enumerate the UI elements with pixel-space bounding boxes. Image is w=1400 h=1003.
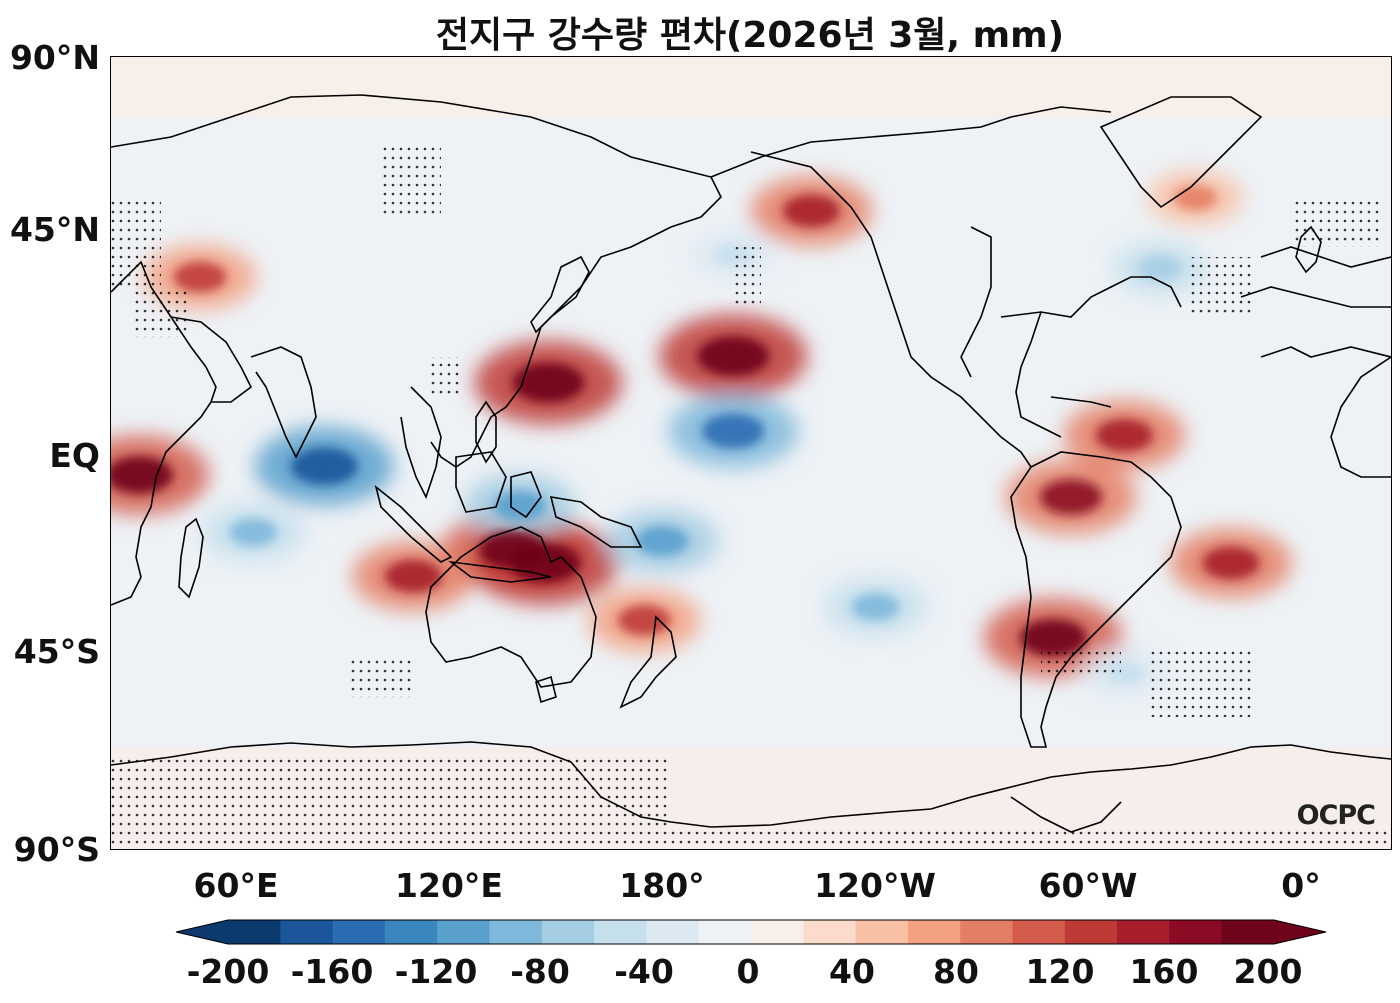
colorbar-segment-10 [751, 920, 804, 944]
lon-label-120e: 120°E [395, 866, 503, 905]
significance-stippling [111, 147, 1391, 849]
colorbar-segment-9 [698, 920, 752, 944]
colorbar-segment-16 [1064, 920, 1118, 944]
colorbar-extend-low [176, 920, 228, 944]
colorbar-segment-12 [855, 920, 909, 944]
colorbar [175, 919, 1327, 945]
anomaly-core-17 [493, 490, 547, 521]
stipple-patch-7 [1151, 647, 1251, 717]
anomaly-core-15 [290, 447, 358, 486]
colorbar-segment-6 [541, 920, 595, 944]
stipple-patch-10 [431, 357, 461, 397]
anomaly-core-13 [617, 605, 671, 636]
coastlines [111, 94, 1391, 833]
stipple-patch-4 [1191, 257, 1251, 317]
cb-label-2: -120 [394, 952, 478, 991]
cb-label-10: 200 [1233, 952, 1303, 991]
anomaly-core-4 [384, 559, 443, 593]
map-title: 전지구 강수량 편차(2026년 3월, mm) [435, 15, 1065, 56]
anomaly-core-3 [508, 543, 581, 583]
colorbar-segment-1 [280, 920, 334, 944]
cb-label-4: -40 [614, 952, 674, 991]
anomaly-core-5 [111, 456, 174, 494]
colorbar-segment-5 [489, 920, 543, 944]
colorbar-segment-4 [437, 920, 490, 944]
colorbar-segment-14 [960, 920, 1013, 944]
anomaly-core-7 [1039, 479, 1103, 515]
colorbar-segment-7 [594, 920, 647, 944]
lon-label-180: 180° [619, 866, 705, 905]
anomaly-core-0 [512, 362, 585, 403]
lat-label-90n: 90°N [9, 38, 100, 77]
anomaly-core-9 [1202, 546, 1260, 580]
colorbar-segment-0 [228, 920, 281, 944]
cb-label-5: 0 [736, 952, 760, 991]
lon-label-0: 0° [1281, 866, 1321, 905]
anomaly-core-11 [782, 194, 841, 228]
ocpc-logo: OCPC [1296, 800, 1376, 831]
stipple-patch-8 [111, 757, 671, 849]
anomaly-core-16 [229, 518, 278, 547]
stipple-patch-5 [1291, 197, 1381, 247]
anomaly-core-18 [635, 525, 689, 557]
lat-label-90s: 90°S [13, 830, 100, 869]
colorbar-segment-2 [332, 920, 386, 944]
cb-label-1: -160 [290, 952, 374, 991]
lat-label-eq: EQ [49, 436, 100, 475]
lon-label-60w: 60°W [1038, 866, 1138, 905]
colorbar-segment-11 [803, 920, 857, 944]
lat-label-45s: 45°S [13, 632, 100, 671]
stipple-patch-2 [131, 287, 191, 337]
stipple-patch-3 [731, 247, 761, 307]
lon-label-60e: 60°E [193, 866, 279, 905]
colorbar-segment-17 [1117, 920, 1170, 944]
stipple-patch-9 [671, 827, 1391, 849]
stipple-patch-11 [351, 657, 411, 697]
lon-label-120w: 120°W [814, 866, 936, 905]
cb-label-0: -200 [186, 952, 270, 991]
colorbar-outline [175, 919, 1327, 945]
colorbar-extend-high [1274, 920, 1326, 944]
cb-label-3: -80 [510, 952, 570, 991]
cb-label-6: 40 [829, 952, 875, 991]
colorbar-segment-13 [907, 920, 961, 944]
anomaly-core-6 [173, 261, 227, 293]
colorbar-segment-18 [1169, 920, 1223, 944]
colorbar-segment-8 [646, 920, 700, 944]
colorbar-segment-15 [1012, 920, 1066, 944]
map-panel: OCPC [110, 56, 1392, 850]
cb-label-7: 80 [933, 952, 979, 991]
colorbar-segment-3 [384, 920, 438, 944]
anomaly-core-20 [1138, 255, 1182, 281]
cb-label-8: 120 [1025, 952, 1095, 991]
lat-label-45n: 45°N [9, 210, 100, 249]
stipple-patch-1 [111, 197, 161, 287]
anomaly-core-14 [702, 413, 765, 449]
anomaly-core-12 [1173, 185, 1218, 211]
colorbar-segment-19 [1221, 920, 1275, 944]
anomaly-core-19 [851, 593, 900, 621]
anomaly-core-1 [697, 336, 770, 377]
precip-anomaly-map [111, 57, 1391, 849]
stipple-patch-6 [1041, 647, 1121, 677]
anomaly-core-8 [1095, 419, 1154, 452]
cb-label-9: 160 [1129, 952, 1199, 991]
stipple-patch-0 [381, 147, 441, 217]
